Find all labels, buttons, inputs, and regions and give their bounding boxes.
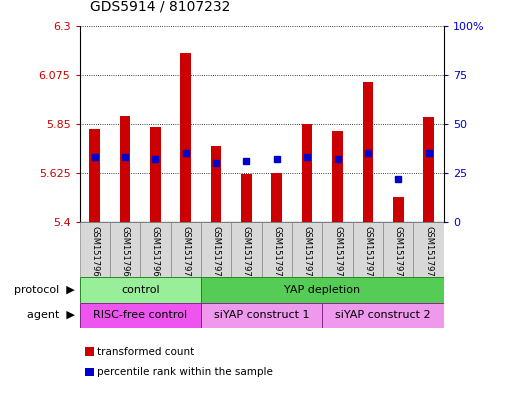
Bar xyxy=(322,303,444,328)
Bar xyxy=(80,303,201,328)
Bar xyxy=(231,222,262,277)
Bar xyxy=(363,82,373,222)
Bar xyxy=(110,222,140,277)
Text: GSM1517978: GSM1517978 xyxy=(424,226,433,283)
Text: GSM1517973: GSM1517973 xyxy=(272,226,281,283)
Bar xyxy=(201,222,231,277)
Bar xyxy=(201,277,444,303)
Text: control: control xyxy=(121,285,160,295)
Text: protocol  ▶: protocol ▶ xyxy=(14,285,74,295)
Bar xyxy=(271,173,282,222)
Bar xyxy=(393,197,404,222)
Text: GSM1517970: GSM1517970 xyxy=(181,226,190,283)
Bar xyxy=(211,146,222,222)
Bar xyxy=(332,131,343,222)
Text: GSM1517975: GSM1517975 xyxy=(333,226,342,283)
Bar xyxy=(353,222,383,277)
Bar xyxy=(423,117,434,222)
Bar xyxy=(201,303,322,328)
Text: GSM1517972: GSM1517972 xyxy=(242,226,251,283)
Bar xyxy=(322,222,353,277)
Bar xyxy=(413,222,444,277)
Bar xyxy=(262,222,292,277)
Bar xyxy=(302,124,312,222)
Text: GSM1517969: GSM1517969 xyxy=(151,226,160,283)
Bar xyxy=(89,129,100,222)
Bar xyxy=(80,277,201,303)
Bar xyxy=(170,222,201,277)
Text: GSM1517971: GSM1517971 xyxy=(211,226,221,283)
Text: RISC-free control: RISC-free control xyxy=(93,310,187,320)
Bar xyxy=(80,222,110,277)
Bar xyxy=(383,222,413,277)
Text: GSM1517967: GSM1517967 xyxy=(90,226,99,283)
Text: GDS5914 / 8107232: GDS5914 / 8107232 xyxy=(90,0,230,14)
Text: percentile rank within the sample: percentile rank within the sample xyxy=(97,367,273,377)
Text: GSM1517974: GSM1517974 xyxy=(303,226,312,283)
Bar xyxy=(140,222,170,277)
Text: YAP depletion: YAP depletion xyxy=(284,285,361,295)
Text: GSM1517968: GSM1517968 xyxy=(121,226,130,283)
Bar xyxy=(292,222,322,277)
Text: siYAP construct 2: siYAP construct 2 xyxy=(335,310,431,320)
Text: agent  ▶: agent ▶ xyxy=(27,310,74,320)
Bar xyxy=(181,53,191,222)
Text: GSM1517976: GSM1517976 xyxy=(363,226,372,283)
Text: siYAP construct 1: siYAP construct 1 xyxy=(214,310,309,320)
Bar xyxy=(241,174,252,222)
Text: GSM1517977: GSM1517977 xyxy=(393,226,403,283)
Text: transformed count: transformed count xyxy=(97,347,195,357)
Bar xyxy=(150,127,161,222)
Bar xyxy=(120,116,130,222)
